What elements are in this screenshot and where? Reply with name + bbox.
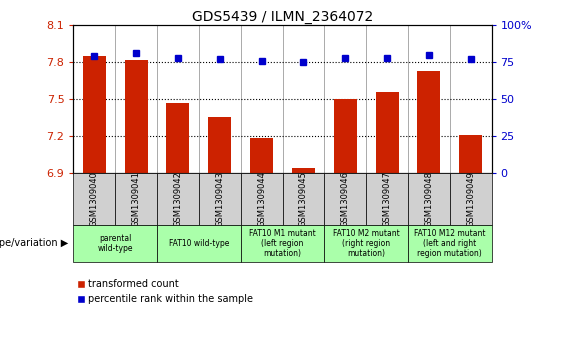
Bar (324, 172, 366, 225)
Text: FAT10 M2 mutant
(right region
mutation): FAT10 M2 mutant (right region mutation) (333, 229, 399, 258)
Bar (167, 103, 189, 172)
Bar (376, 91, 398, 172)
Bar (241, 172, 282, 225)
Bar (324, 225, 408, 262)
Bar (366, 172, 408, 225)
Bar (408, 225, 492, 262)
Bar (408, 172, 450, 225)
Bar (282, 172, 324, 225)
Text: GSM1309046: GSM1309046 (341, 171, 350, 227)
Bar (450, 172, 492, 225)
Bar (241, 225, 324, 262)
Bar (250, 138, 273, 172)
Text: genotype/variation ▶: genotype/variation ▶ (0, 238, 68, 248)
Text: GSM1309049: GSM1309049 (466, 171, 475, 227)
Bar (115, 172, 157, 225)
Text: GSM1309047: GSM1309047 (383, 171, 392, 227)
Text: FAT10 M1 mutant
(left region
mutation): FAT10 M1 mutant (left region mutation) (249, 229, 316, 258)
Title: GDS5439 / ILMN_2364072: GDS5439 / ILMN_2364072 (192, 11, 373, 24)
Text: FAT10 M12 mutant
(left and right
region mutation): FAT10 M12 mutant (left and right region … (414, 229, 485, 258)
Bar (459, 135, 482, 172)
Bar (199, 172, 241, 225)
Text: GSM1309045: GSM1309045 (299, 171, 308, 227)
Bar (83, 56, 106, 172)
Legend: transformed count, percentile rank within the sample: transformed count, percentile rank withi… (79, 279, 253, 304)
Text: GSM1309044: GSM1309044 (257, 171, 266, 227)
Text: GSM1309042: GSM1309042 (173, 171, 182, 227)
Text: GSM1309040: GSM1309040 (90, 171, 99, 227)
Bar (157, 225, 241, 262)
Text: FAT10 wild-type: FAT10 wild-type (169, 239, 229, 248)
Bar (73, 225, 157, 262)
Text: parental
wild-type: parental wild-type (98, 234, 133, 253)
Bar (157, 172, 199, 225)
Bar (418, 71, 440, 172)
Text: GSM1309041: GSM1309041 (132, 171, 141, 227)
Bar (292, 168, 315, 172)
Text: GSM1309043: GSM1309043 (215, 171, 224, 227)
Bar (334, 99, 357, 172)
Text: GSM1309048: GSM1309048 (424, 171, 433, 227)
Bar (73, 172, 115, 225)
Bar (208, 117, 231, 172)
Bar (125, 60, 147, 172)
